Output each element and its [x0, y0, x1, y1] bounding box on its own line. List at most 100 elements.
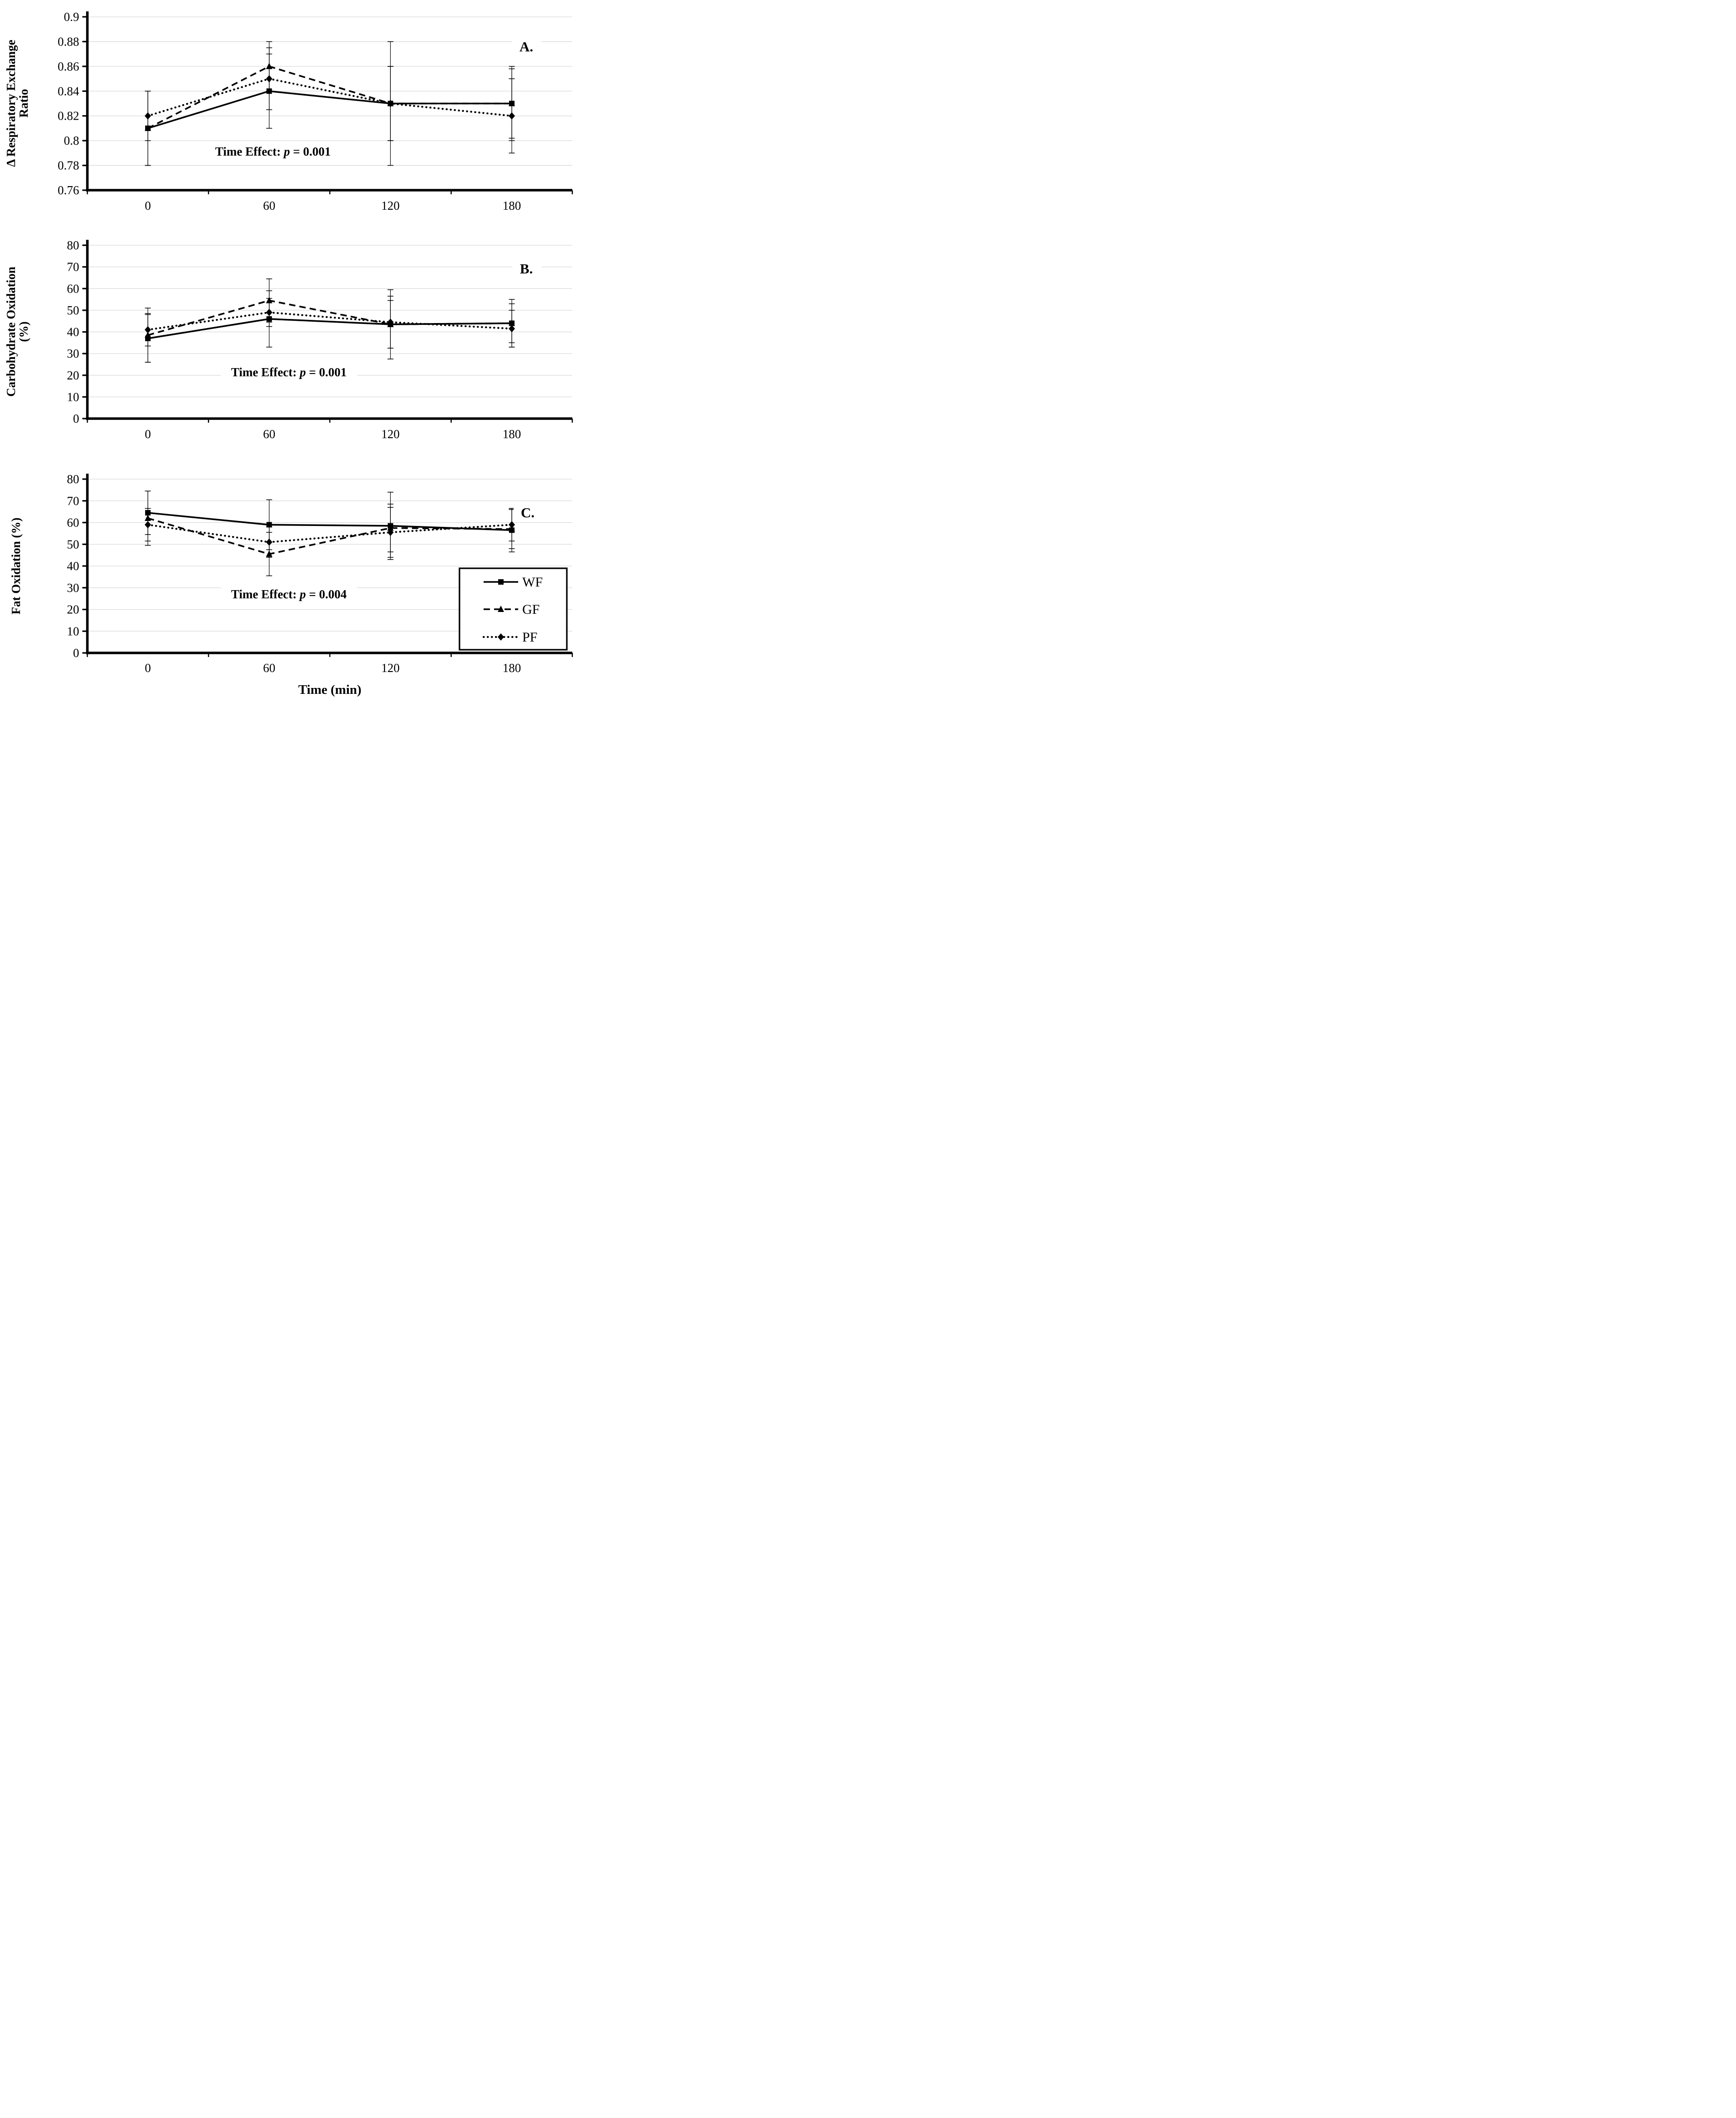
panel-label-bg [512, 36, 541, 52]
square-marker [266, 316, 272, 322]
time-effect-annotation: Time Effect: p = 0.001 [215, 145, 331, 158]
series-line-wf [147, 512, 512, 531]
x-tick-labels: 0 60 120 180 [145, 661, 521, 675]
diamond-marker [387, 528, 394, 536]
triangle-marker [509, 100, 515, 106]
diamond-marker [509, 112, 515, 120]
annotation-bg [221, 363, 357, 381]
triangle-marker [266, 62, 273, 69]
gridlines [87, 16, 572, 166]
series-line-wf [147, 318, 512, 339]
x-tick-label: 0 [145, 199, 151, 212]
series-markers-pf [145, 75, 515, 120]
series-line-gf [147, 517, 512, 555]
panel-label: A. [520, 39, 533, 55]
series-markers-pf [145, 521, 515, 546]
y-tick-label: 0.76 [58, 183, 79, 197]
diamond-marker [266, 538, 273, 546]
y-tick-labels: 0.76 0.78 0.8 0.82 0.84 0.86 0.88 0.9 [58, 10, 80, 197]
diamond-marker [145, 521, 151, 529]
series-line-gf [147, 299, 512, 336]
triangle-marker [266, 297, 273, 303]
time-effect-annotation: Time Effect: p = 0.004 [231, 587, 347, 601]
y-tick-label: 0.8 [64, 134, 79, 147]
panel-label: B. [520, 261, 533, 277]
y-tick-label: 50 [67, 537, 79, 551]
series-line-pf [146, 311, 513, 331]
series-line-wf [147, 90, 512, 129]
triangle-marker [145, 124, 151, 131]
y-tick-labels: 0 10 20 30 40 50 60 70 80 [67, 238, 79, 425]
diamond-marker [266, 308, 273, 316]
y-tick-label: 10 [67, 390, 79, 404]
y-axis-title: Δ Respiratory ExchangeRatio [4, 40, 30, 167]
legend-label-pf: PF [522, 630, 537, 645]
y-tick-label: 60 [67, 282, 79, 295]
axis-ticks [82, 244, 573, 423]
diamond-marker [266, 75, 273, 83]
series-markers-gf [145, 297, 515, 338]
series-line-pf [146, 77, 513, 117]
error-bars [145, 278, 515, 363]
x-tick-labels: 0 60 120 180 [145, 427, 521, 441]
x-tick-label: 60 [263, 661, 275, 675]
y-tick-label: 0.82 [58, 109, 79, 123]
x-tick-label: 0 [145, 427, 151, 441]
diamond-marker [145, 326, 151, 334]
panel-label: C. [521, 505, 535, 521]
y-tick-label: 30 [67, 347, 79, 360]
y-tick-label: 40 [67, 325, 79, 339]
triangle-marker [145, 331, 151, 338]
y-tick-label: 0.86 [58, 60, 79, 73]
x-tick-label: 180 [503, 427, 521, 441]
y-tick-label: 80 [67, 472, 79, 486]
y-tick-label: 80 [67, 238, 79, 252]
y-tick-label: 0.9 [64, 10, 79, 24]
x-tick-label: 180 [503, 199, 521, 212]
diamond-marker [509, 325, 515, 333]
chart-panel-a: 0.76 0.78 0.8 0.82 0.84 0.86 0.88 0.9 0 60 120 180 A… [4, 10, 573, 212]
annotation-bg [221, 585, 357, 603]
y-tick-label: 0.88 [58, 35, 79, 48]
x-tick-label: 180 [503, 661, 521, 675]
axis-ticks [82, 478, 573, 657]
y-tick-label: 60 [67, 516, 79, 530]
legend-diamond-marker [498, 633, 504, 641]
x-axis-title: Time (min) [298, 682, 362, 697]
y-tick-label: 40 [67, 559, 79, 573]
legend-triangle-marker [498, 606, 504, 612]
series-markers-gf [145, 514, 515, 557]
triangle-marker [509, 319, 515, 326]
figure: 0.76 0.78 0.8 0.82 0.84 0.86 0.88 0.9 0 60 120 180 A… [0, 0, 579, 706]
x-tick-label: 60 [263, 427, 275, 441]
panel-label-bg [514, 502, 543, 518]
triangle-marker [266, 550, 273, 557]
triangle-marker [509, 525, 515, 532]
panel-label-bg [512, 258, 541, 274]
x-tick-label: 120 [381, 661, 400, 675]
y-tick-label: 50 [67, 303, 79, 317]
square-marker [145, 510, 151, 516]
chart-panel-b: 0 10 20 30 40 50 60 70 80 0 60 120 180 B. Time Effect:… [4, 238, 573, 441]
y-tick-label: 30 [67, 581, 79, 595]
y-tick-label: 10 [67, 624, 79, 638]
time-effect-annotation: Time Effect: p = 0.001 [231, 365, 347, 379]
x-tick-label: 120 [381, 199, 400, 212]
x-tick-label: 120 [381, 427, 400, 441]
x-tick-labels: 0 60 120 180 [145, 199, 521, 212]
series-line-gf [147, 65, 512, 129]
chart-panel-c: 0 10 20 30 40 50 60 70 80 0 60 120 180 C. Time Effect:… [9, 472, 573, 675]
diamond-marker [509, 521, 515, 529]
y-tick-label: 20 [67, 603, 79, 617]
y-tick-label: 20 [67, 369, 79, 382]
diamond-marker [387, 318, 394, 326]
legend-square-marker [498, 579, 504, 585]
legend-label-gf: GF [522, 602, 540, 617]
y-tick-label: 0 [73, 646, 80, 660]
y-tick-label: 70 [67, 260, 79, 274]
y-tick-label: 0 [73, 412, 80, 425]
axis-ticks [82, 16, 573, 194]
series-markers-pf [145, 308, 515, 334]
triangle-marker [387, 524, 394, 531]
series-line-pf [146, 524, 513, 543]
